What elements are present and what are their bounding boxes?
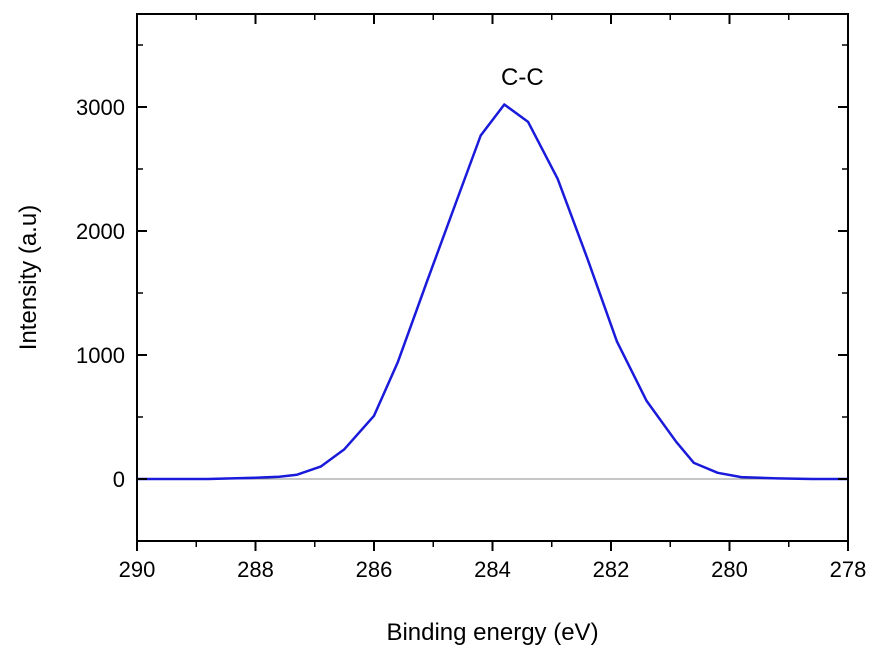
y-tick-label: 2000 <box>76 219 125 244</box>
y-tick-label: 0 <box>113 467 125 492</box>
plot-area <box>137 103 848 481</box>
y-axis-title: Intensity (a.u) <box>15 205 42 350</box>
x-tick-label: 278 <box>830 557 867 582</box>
plot-frame <box>136 13 849 542</box>
x-tick-label: 282 <box>593 557 630 582</box>
y-tick-label: 3000 <box>76 95 125 120</box>
x-tick-label: 286 <box>356 557 393 582</box>
series-line-0 <box>137 103 848 481</box>
axes: 290 288 286 284 282 280 278 0 1000 2000 3000 <box>76 13 867 582</box>
x-tick-label: 284 <box>474 557 511 582</box>
x-tick-label: 288 <box>237 557 274 582</box>
x-axis-title: Binding energy (eV) <box>386 619 598 646</box>
x-tick-label: 290 <box>119 557 156 582</box>
peak-annotation: C-C <box>501 64 544 91</box>
y-tick-label: 1000 <box>76 343 125 368</box>
x-tick-label: 280 <box>711 557 748 582</box>
